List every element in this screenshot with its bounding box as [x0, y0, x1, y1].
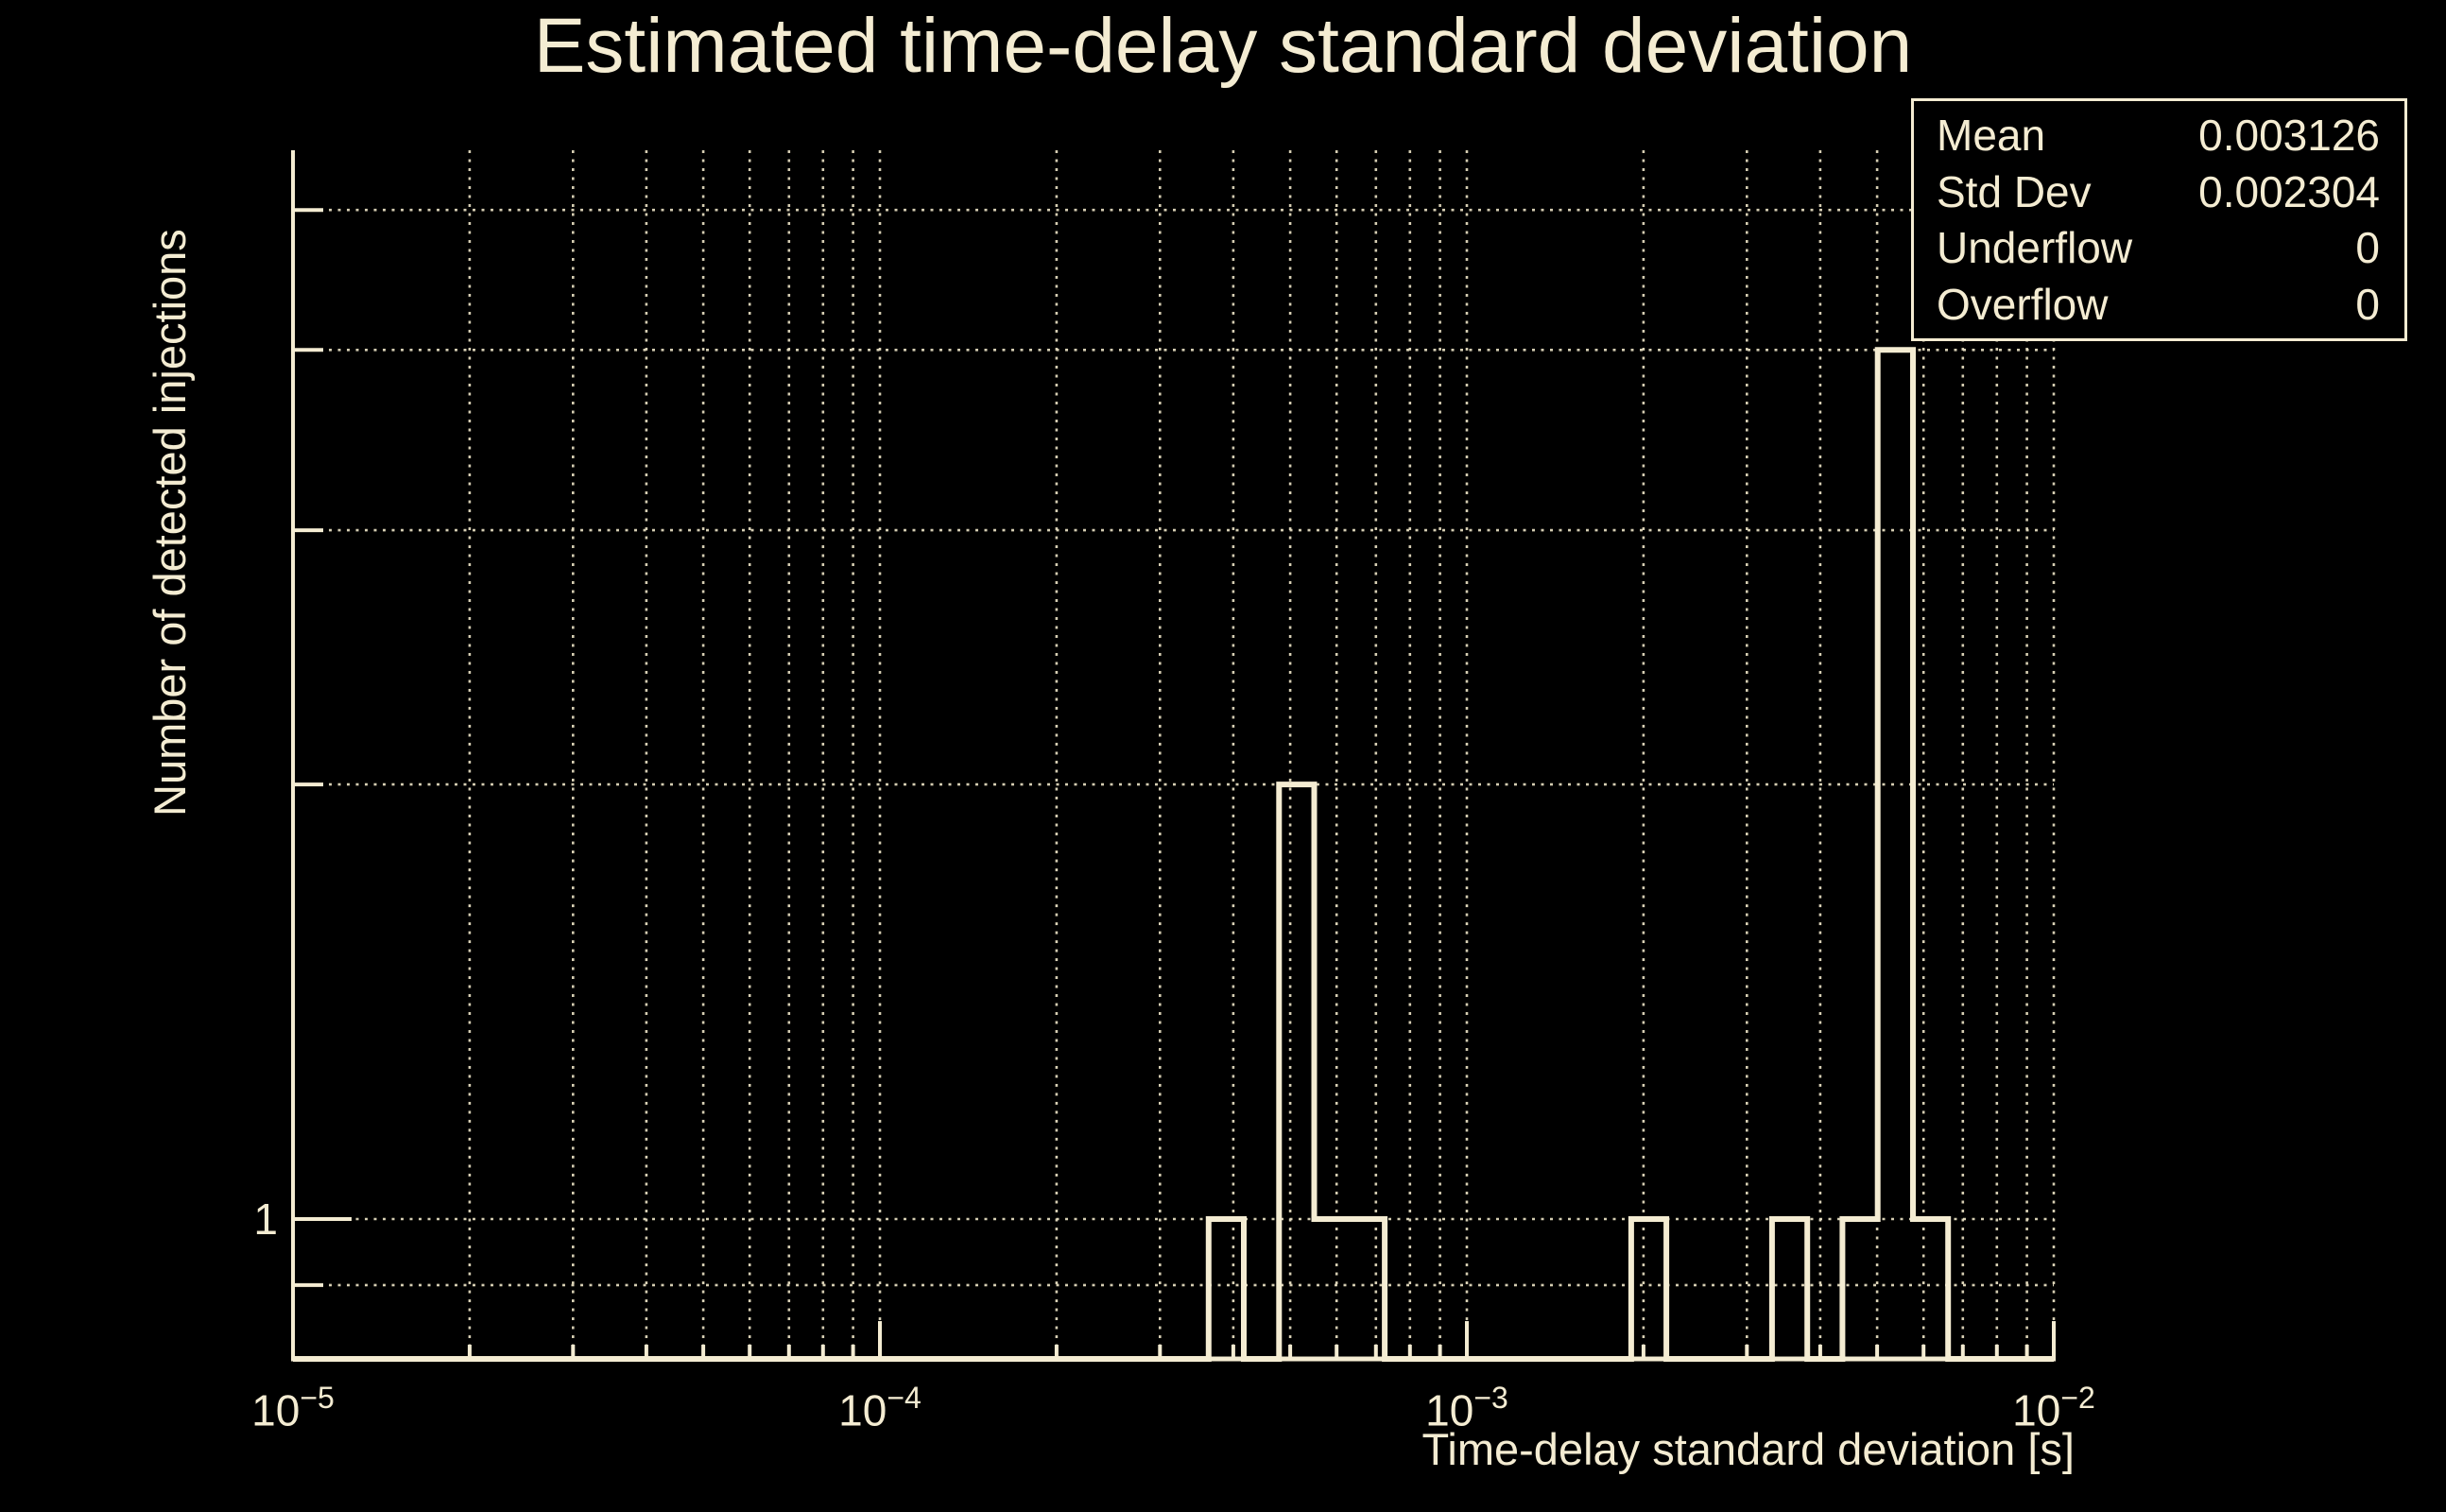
histogram-path — [293, 347, 2054, 1362]
y-axis-title: Number of detected injections — [145, 229, 195, 816]
stats-box: Mean 0.003126 Std Dev 0.002304 Underflow 0 Ove… — [1911, 98, 2407, 341]
x-tick-label: 10−5 — [251, 1381, 335, 1435]
stats-value: 0.002304 — [2198, 166, 2380, 216]
y-tick-label: 1 — [253, 1194, 278, 1244]
stats-row: Overflow 0 — [1914, 283, 2404, 326]
x-tick-label: 10−3 — [1425, 1381, 1508, 1435]
stats-value: 0 — [2355, 223, 2380, 273]
x-tick-label: 10−4 — [838, 1381, 922, 1435]
x-axis-title: Time-delay standard deviation [s] — [1421, 1424, 2075, 1474]
stats-label: Mean — [1937, 110, 2046, 160]
stats-label: Overflow — [1937, 280, 2109, 330]
x-tick-label: 10−2 — [2012, 1381, 2095, 1435]
stats-row: Mean 0.003126 — [1914, 113, 2404, 157]
stats-label: Std Dev — [1937, 166, 2092, 216]
stats-label: Underflow — [1937, 223, 2133, 273]
stats-value: 0 — [2355, 280, 2380, 330]
chart-title: Estimated time-delay standard deviation — [533, 3, 1913, 89]
stats-row: Std Dev 0.002304 — [1914, 170, 2404, 214]
stats-value: 0.003126 — [2198, 110, 2380, 160]
stats-row: Underflow 0 — [1914, 226, 2404, 269]
